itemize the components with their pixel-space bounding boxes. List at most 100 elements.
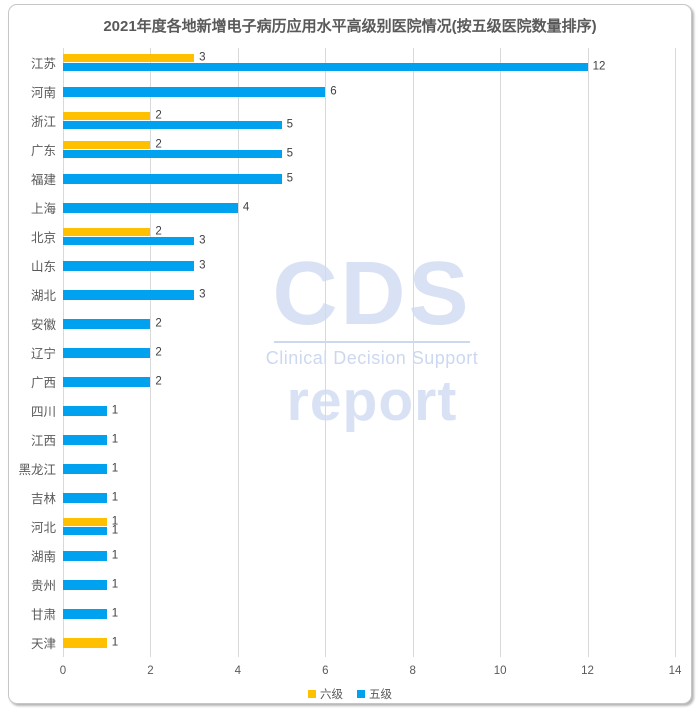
category-label: 湖北 [30,289,56,303]
chart-row: 四川 1 [31,396,675,425]
chart-row: 甘肃 1 [31,599,675,628]
bar-五级 [63,202,238,213]
bar-五级 [63,289,195,300]
category-label: 江苏 [30,57,56,71]
bar-value-label: 1 [111,577,119,590]
chart-row: 辽宁 2 [31,338,675,367]
bar-五级 [63,405,107,416]
bar-value-label: 2 [155,345,162,358]
legend: 六级 五级 [9,686,691,702]
chart-row: 湖北 3 [31,280,675,309]
chart-row: 福建 5 [31,164,675,193]
legend-swatch-level5-icon [357,690,365,698]
bar-value-label: 3 [199,287,206,300]
bar-value-label: 5 [286,118,293,131]
plot-area: 0 2 4 6 8 10 12 14 江苏 3 12 河南 6 浙江 2 5 广东 2 5 福建 5 上海 4 北京 2 3 山东 3… [18,48,681,677]
gridline [675,48,676,657]
category-label: 上海 [30,202,56,216]
bar-五级 [63,527,107,535]
category-label: 福建 [30,173,56,187]
chart-row: 北京 2 3 [31,222,675,251]
bar-五级 [63,376,151,387]
chart-row: 吉林 1 [31,483,675,512]
bar-value-label: 2 [155,138,162,151]
bar-value-label: 1 [111,432,119,445]
chart-row: 江西 1 [31,425,675,454]
chart-card: 2021年度各地新增电子病历应用水平高级别医院情况(按五级医院数量排序) CDS… [8,4,692,704]
category-label: 河南 [30,86,56,100]
bar-六级 [63,637,107,648]
category-label: 吉林 [30,492,56,506]
category-label: 广西 [30,376,56,390]
bar-五级 [63,492,107,503]
chart-title: 2021年度各地新增电子病历应用水平高级别医院情况(按五级医院数量排序) [103,18,597,35]
legend-label-level5: 五级 [369,689,392,701]
bar-value-label: 1 [111,461,119,474]
bar-五级 [63,63,588,71]
bar-value-label: 1 [111,606,119,619]
chart-row: 山东 3 [31,251,675,280]
x-tick-label: 14 [668,665,682,677]
category-label: 安徽 [30,318,56,332]
bar-六级 [63,141,151,149]
bar-五级 [63,121,282,129]
chart-row: 天津 1 [31,628,675,657]
bar-五级 [63,608,107,619]
category-label: 湖南 [30,550,56,564]
bar-六级 [63,518,107,526]
bar-五级 [63,150,282,158]
bar-value-label: 2 [155,109,162,122]
chart-row: 安徽 2 [31,309,675,338]
chart-row: 上海 4 [31,193,675,222]
chart-row: 广西 2 [31,367,675,396]
legend-item-level6: 六级 [308,686,343,702]
category-label: 黑龙江 [18,463,56,477]
chart-row: 浙江 2 5 [31,106,675,135]
x-tick-label: 12 [581,665,594,677]
category-label: 河北 [30,521,56,535]
bar-value-label: 5 [286,147,293,160]
bar-value-label: 1 [111,524,119,537]
bar-value-label: 2 [155,316,162,329]
x-tick-label: 2 [147,665,154,677]
bar-五级 [63,318,151,329]
bar-value-label: 2 [155,225,162,238]
x-tick-label: 0 [59,665,67,677]
chart-row: 贵州 1 [31,570,675,599]
category-label: 浙江 [30,115,56,129]
category-label: 广东 [30,144,56,158]
bar-五级 [63,86,326,97]
x-tick-label: 4 [234,665,242,677]
category-label: 甘肃 [30,608,56,622]
x-tick-label: 10 [493,665,507,677]
category-label: 山东 [30,260,56,274]
chart-row: 河南 6 [31,77,675,106]
bar-五级 [63,579,107,590]
bar-value-label: 5 [286,171,293,184]
category-label: 天津 [30,637,56,651]
category-label: 辽宁 [30,347,56,361]
bar-value-label: 1 [111,635,119,648]
bar-五级 [63,347,151,358]
gridline [325,48,327,657]
bar-五级 [63,237,195,245]
category-label: 四川 [30,405,56,419]
bar-六级 [63,112,151,120]
bar-value-label: 12 [592,60,606,73]
gridline [412,48,414,657]
bar-六级 [63,54,195,62]
legend-swatch-level6-icon [308,690,316,698]
gridline [237,48,239,657]
chart-row: 湖南 1 [31,541,675,570]
chart-row: 河北 1 1 [31,512,675,541]
chart-row: 广东 2 5 [31,135,675,164]
category-label: 贵州 [30,579,56,593]
chart-row: 黑龙江 1 [18,454,675,483]
category-label: 江西 [30,434,56,448]
legend-item-level5: 五级 [357,686,392,702]
bar-五级 [63,463,107,474]
bar-五级 [63,260,195,271]
bar-value-label: 4 [242,200,250,213]
bar-value-label: 3 [199,258,206,271]
legend-label-level6: 六级 [320,689,343,701]
